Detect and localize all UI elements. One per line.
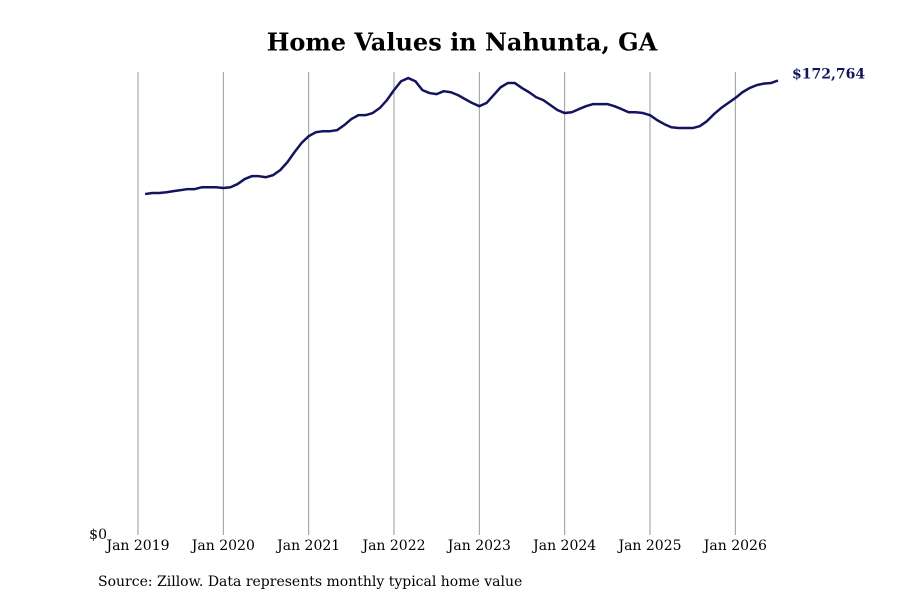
x-tick-label: Jan 2026 — [702, 538, 767, 554]
value-label: $172,764 — [792, 67, 865, 83]
chart-title: Home Values in Nahunta, GA — [267, 28, 658, 57]
source-note: Source: Zillow. Data represents monthly … — [98, 574, 522, 590]
y-tick-label: $0 — [89, 527, 107, 543]
series-line — [144, 76, 779, 196]
x-tick-label: Jan 2022 — [360, 538, 425, 554]
x-tick-label: Jan 2023 — [446, 538, 511, 554]
x-tick-label: Jan 2020 — [190, 538, 255, 554]
x-tick-label: Jan 2019 — [104, 538, 169, 554]
x-tick-label: Jan 2025 — [616, 538, 681, 554]
x-tick-label: Jan 2021 — [275, 538, 340, 554]
x-tick-label: Jan 2024 — [531, 538, 596, 554]
